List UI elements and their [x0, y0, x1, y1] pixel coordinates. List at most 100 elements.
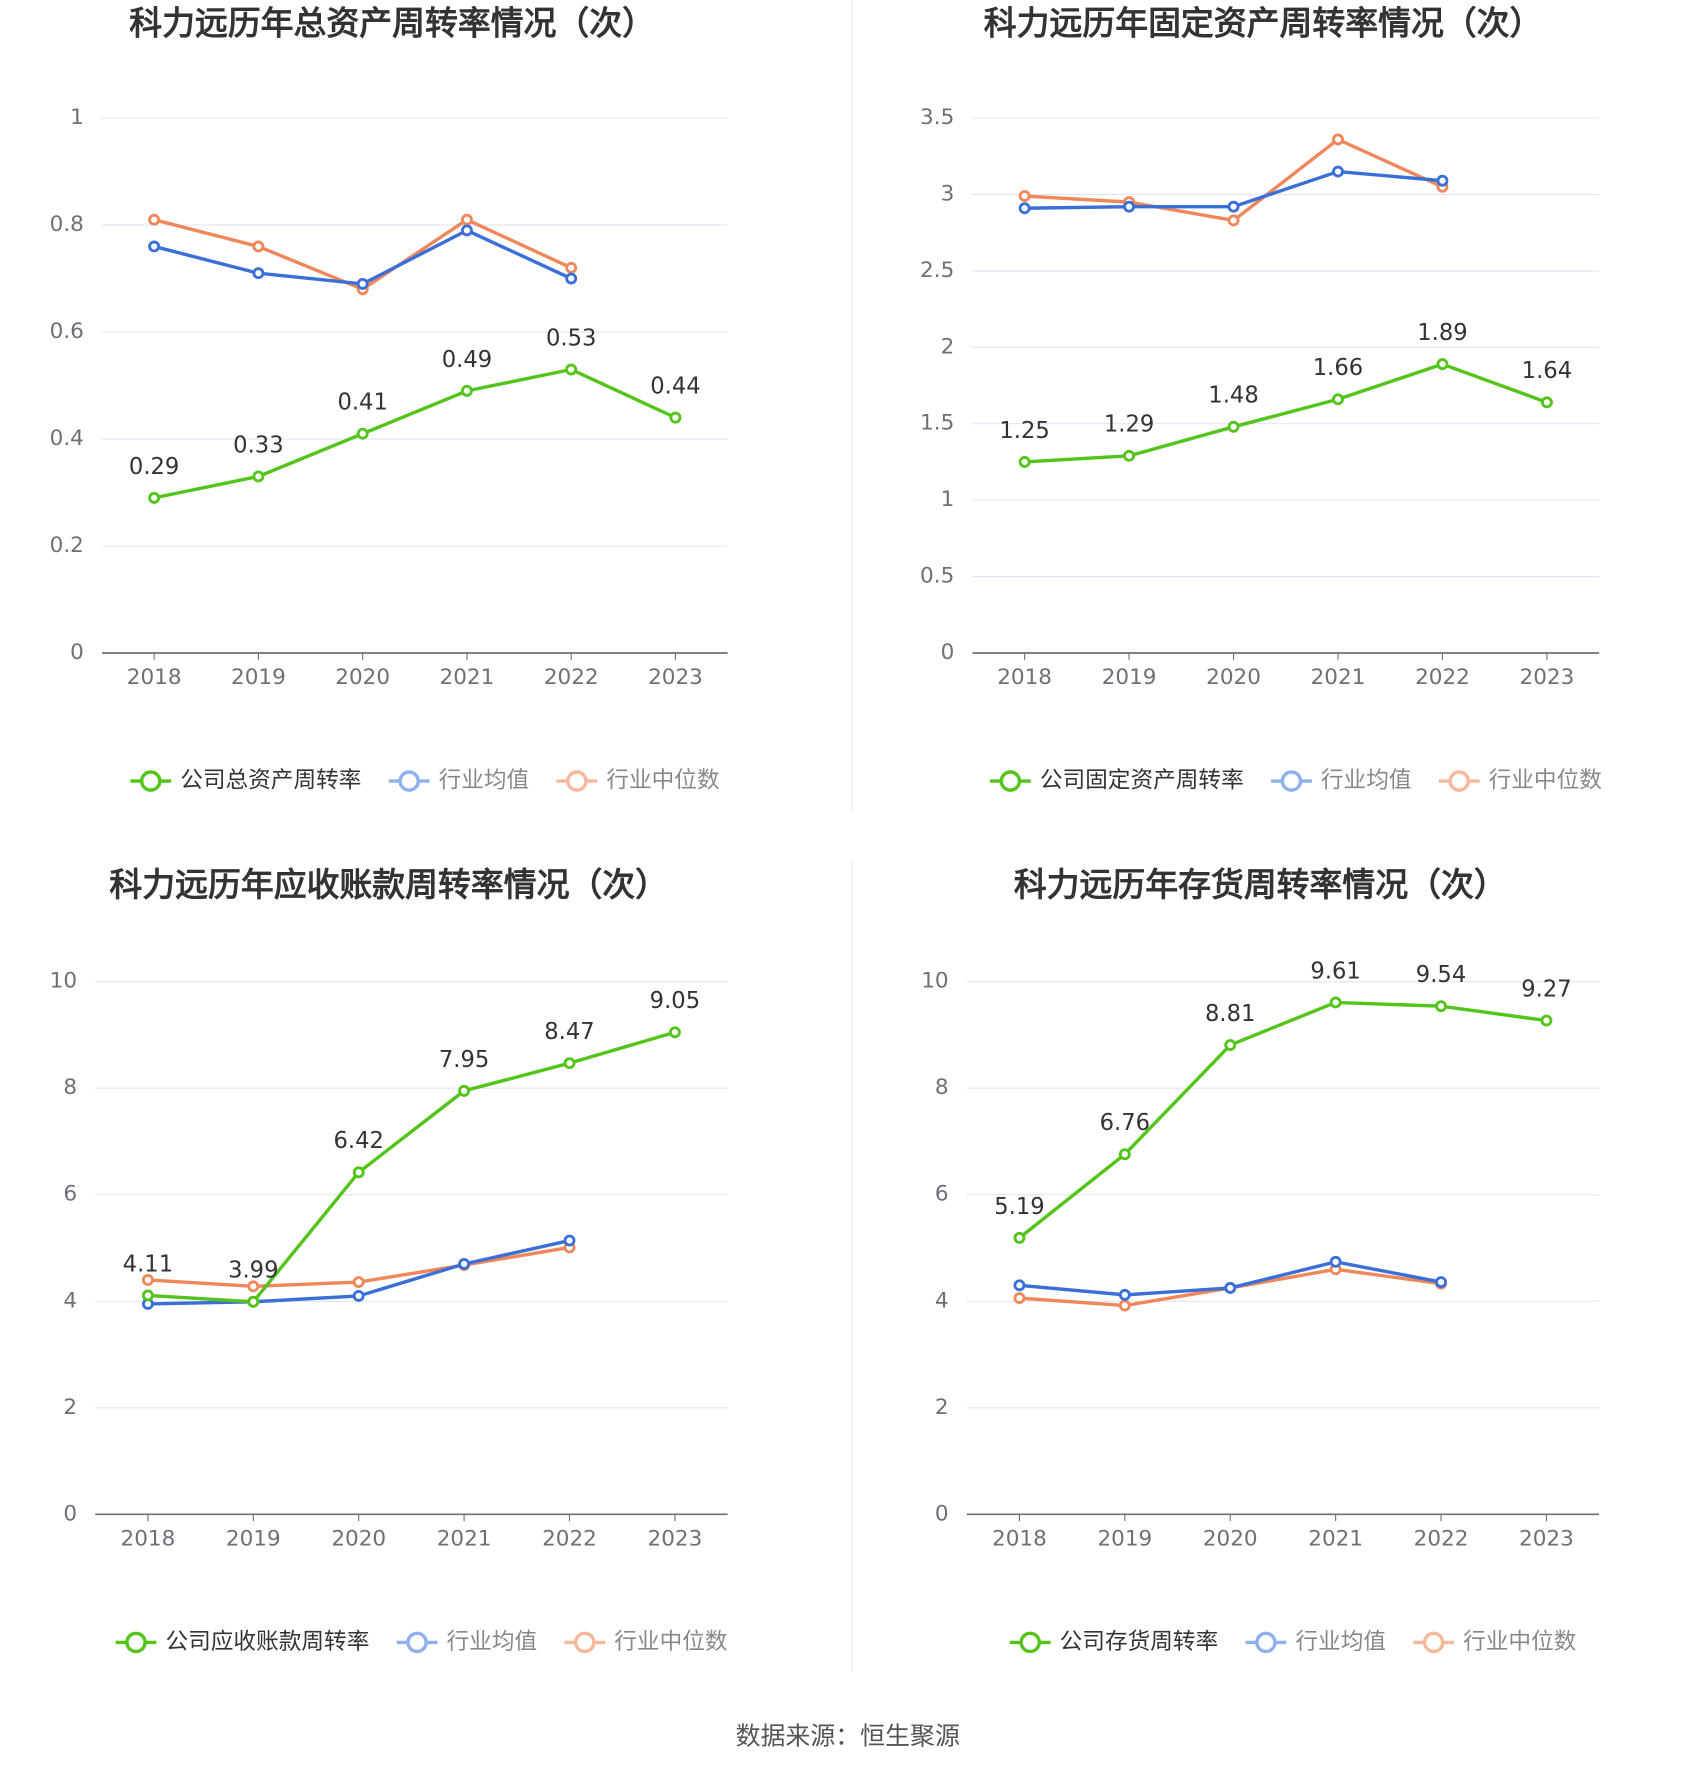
x-tick-label: 2019: [1097, 1526, 1152, 1551]
data-point: [460, 384, 473, 397]
series-line: [153, 367, 677, 500]
legend-label: 行业中位数: [1463, 1629, 1577, 1655]
data-point: [247, 1295, 260, 1308]
chart: 科力远历年总资产周转率情况（次） 0 0.2 0.4 0.6 0.8 1 2018 2019 20…: [50, 4, 728, 794]
data-point: [1013, 1292, 1026, 1305]
data-point: [563, 1234, 576, 1247]
y-tick-label: 1: [941, 487, 955, 512]
data-label: 7.95: [439, 1047, 489, 1073]
x-tick-label: 2018: [121, 1526, 176, 1551]
data-point: [141, 1289, 154, 1302]
data-point: [352, 1289, 365, 1302]
legend-marker: [1280, 770, 1303, 792]
data-point: [1329, 996, 1342, 1009]
legend-marker: [1448, 770, 1470, 792]
y-tick-label: 2: [63, 1395, 77, 1420]
y-tick-label: 1.5: [920, 411, 954, 436]
data-label: 8.47: [544, 1019, 594, 1045]
data-point: [565, 261, 578, 274]
data-label: 1.89: [1417, 320, 1467, 346]
y-tick-label: 3.5: [920, 105, 954, 130]
y-tick-label: 8: [935, 1075, 949, 1100]
chart-title: 科力远历年总资产周转率情况（次）: [129, 4, 655, 43]
data-label: 6.42: [333, 1128, 383, 1154]
source-note: 数据来源：恒生聚源: [736, 1722, 960, 1751]
x-tick-label: 2022: [1414, 1526, 1469, 1551]
data-point: [1018, 202, 1031, 215]
data-point: [1018, 456, 1031, 468]
data-point: [356, 277, 369, 290]
data-point: [1118, 1288, 1131, 1301]
y-tick-label: 4: [63, 1288, 77, 1313]
data-label: 1.48: [1208, 383, 1258, 409]
data-point: [565, 272, 578, 285]
data-point: [1332, 165, 1344, 178]
x-tick-label: 2018: [127, 665, 182, 690]
x-tick-label: 2023: [648, 665, 703, 690]
data-point: [1118, 1148, 1131, 1161]
data-point: [1118, 1299, 1131, 1312]
data-point: [1224, 1039, 1237, 1052]
data-point: [460, 213, 473, 226]
data-label: 1.29: [1104, 412, 1154, 438]
data-point: [1123, 449, 1136, 462]
x-tick-label: 2023: [1519, 1526, 1574, 1551]
data-label: 0.41: [337, 390, 387, 416]
y-tick-label: 10: [50, 969, 77, 994]
x-tick-label: 2021: [437, 1526, 492, 1551]
y-tick-label: 0.5: [920, 564, 954, 589]
chart: 科力远历年存货周转率情况（次） 0 2 4 6 8 10 2018 2019 2020 2021 20…: [921, 865, 1600, 1655]
data-point: [1013, 1279, 1026, 1292]
chart-title: 科力远历年应收账款周转率情况（次）: [109, 865, 668, 904]
legend-marker: [566, 770, 588, 792]
y-tick-label: 2.5: [920, 258, 954, 283]
data-point: [1013, 1231, 1026, 1244]
chart: 科力远历年应收账款周转率情况（次） 0 2 4 6 8 10 2018 2019 2020 2021…: [50, 865, 728, 1655]
legend-label: 公司存货周转率: [1060, 1629, 1219, 1655]
data-point: [669, 411, 682, 424]
legend-marker: [999, 770, 1022, 792]
legend-marker: [1019, 1631, 1041, 1654]
data-point: [668, 1026, 681, 1039]
data-point: [1329, 1255, 1342, 1268]
legend-marker: [1422, 1631, 1445, 1654]
data-point: [1018, 190, 1031, 202]
data-point: [352, 1166, 365, 1179]
data-point: [252, 267, 265, 280]
series-line: [1018, 1000, 1547, 1240]
x-tick-label: 2022: [1415, 665, 1470, 690]
x-tick-label: 2022: [544, 665, 599, 690]
data-label: 9.61: [1310, 958, 1360, 984]
x-tick-label: 2018: [992, 1526, 1047, 1551]
data-point: [247, 1280, 260, 1293]
y-tick-label: 0.2: [50, 533, 84, 558]
legend-label: 行业均值: [1295, 1629, 1386, 1655]
data-point: [148, 491, 161, 504]
data-label: 6.76: [1100, 1110, 1150, 1136]
x-tick-label: 2019: [1102, 665, 1157, 690]
data-label: 1.66: [1313, 355, 1363, 381]
legend-label: 行业均值: [447, 1629, 538, 1655]
data-point: [148, 240, 161, 253]
data-label: 0.33: [233, 432, 283, 458]
data-point: [1436, 358, 1449, 371]
data-label: 4.11: [123, 1251, 173, 1277]
legend-label: 行业中位数: [1489, 768, 1603, 794]
data-point: [1227, 200, 1240, 213]
x-tick-label: 2018: [997, 665, 1052, 690]
series-line: [147, 1030, 676, 1304]
y-tick-label: 0.4: [50, 426, 84, 451]
data-label: 9.05: [650, 988, 700, 1014]
x-tick-label: 2020: [1203, 1526, 1258, 1551]
data-label: 3.99: [228, 1258, 278, 1284]
y-tick-label: 0: [941, 640, 955, 665]
y-tick-label: 6: [935, 1182, 949, 1207]
chart: 科力远历年固定资产周转率情况（次） 0 0.5 1 1.5 2 2.5 3 3.5 2018 201…: [920, 4, 1602, 794]
x-tick-label: 2020: [1206, 665, 1261, 690]
y-tick-label: 1: [70, 105, 84, 130]
y-tick-label: 4: [935, 1288, 949, 1313]
data-point: [252, 470, 265, 483]
x-tick-label: 2021: [1311, 665, 1366, 690]
legend-label: 公司固定资产周转率: [1040, 768, 1244, 794]
